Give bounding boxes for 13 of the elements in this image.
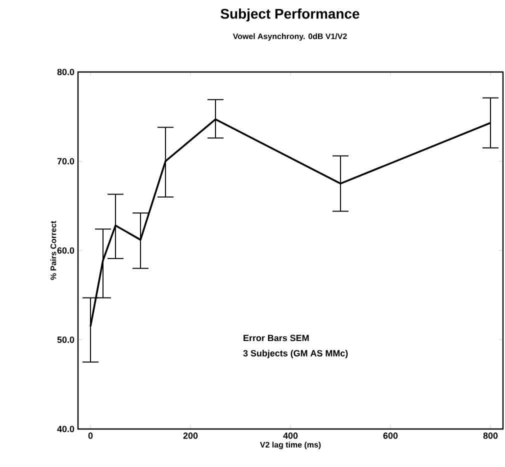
x-tick-label: 0 (88, 432, 93, 439)
x-tick-label: 200 (183, 432, 198, 439)
annotation: 3 Subjects (GM AS MMc) (243, 350, 348, 358)
y-tick-label: 50.0 (57, 336, 74, 343)
x-tick-label: 600 (383, 432, 398, 439)
y-tick-label: 60.0 (57, 247, 74, 254)
y-tick-label: 70.0 (57, 158, 74, 164)
x-tick-label: 800 (483, 432, 498, 439)
x-tick-label: 400 (283, 432, 298, 439)
y-tick-label: 80.0 (57, 68, 74, 76)
y-tick-label: 40.0 (57, 426, 74, 432)
annotation: Error Bars SEM (244, 334, 309, 342)
chart-title: Subject Performance (220, 8, 360, 22)
